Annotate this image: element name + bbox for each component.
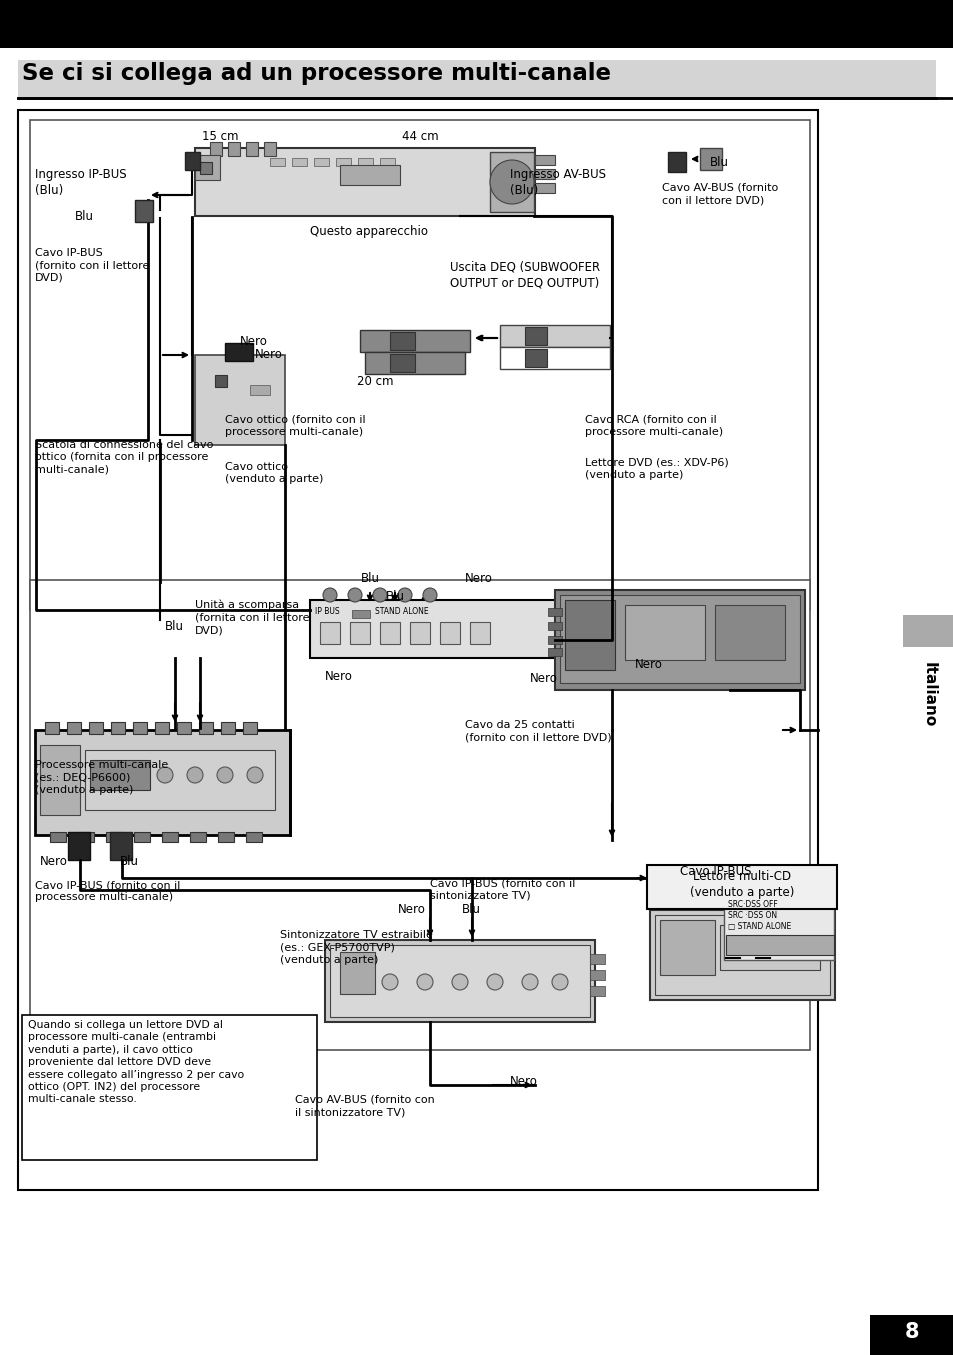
Bar [589, 970, 604, 980]
Bar [314, 159, 329, 167]
Bar [667, 152, 685, 172]
Bar [379, 622, 399, 644]
Text: Ingresso AV-BUS
(Blu): Ingresso AV-BUS (Blu) [510, 168, 605, 196]
Circle shape [94, 785, 106, 795]
Text: Cavo IP-BUS (fornito con il
processore multi-canale): Cavo IP-BUS (fornito con il processore m… [35, 879, 180, 902]
Bar [720, 925, 820, 970]
Circle shape [157, 767, 172, 783]
Bar [902, 615, 953, 646]
Text: Nero: Nero [464, 572, 493, 585]
Bar [357, 159, 373, 167]
Text: Blu: Blu [360, 572, 379, 585]
Text: Lettore multi-CD
(venduto a parte): Lettore multi-CD (venduto a parte) [689, 870, 793, 898]
Circle shape [381, 974, 397, 991]
Circle shape [422, 588, 436, 602]
Text: Blu: Blu [165, 621, 184, 633]
Bar [524, 327, 546, 346]
Circle shape [521, 974, 537, 991]
Bar [18, 60, 935, 98]
Text: Cavo ottico (fornito con il
processore multi-canale): Cavo ottico (fornito con il processore m… [225, 415, 365, 438]
Circle shape [373, 588, 387, 602]
Bar [869, 1314, 953, 1355]
Text: Nero: Nero [325, 669, 353, 683]
Bar [246, 832, 262, 841]
Bar [85, 751, 274, 810]
Bar [67, 722, 81, 734]
Bar [68, 832, 90, 860]
Bar [723, 896, 833, 959]
Text: Nero: Nero [510, 1075, 537, 1088]
Bar [210, 142, 222, 156]
Bar [0, 0, 953, 47]
Text: Cavo da 25 contatti
(fornito con il lettore DVD): Cavo da 25 contatti (fornito con il lett… [464, 720, 611, 743]
Bar [439, 622, 459, 644]
Bar [89, 722, 103, 734]
Text: Unità a scomparsa
(fornita con il lettore
DVD): Unità a scomparsa (fornita con il lettor… [194, 600, 309, 635]
Bar [524, 350, 546, 367]
Circle shape [486, 974, 502, 991]
Circle shape [216, 767, 233, 783]
Bar [177, 722, 191, 734]
Circle shape [144, 785, 156, 795]
Bar [133, 832, 150, 841]
Bar [410, 622, 430, 644]
Text: Cavo IP-BUS
(fornito con il lettore
DVD): Cavo IP-BUS (fornito con il lettore DVD) [35, 248, 150, 283]
Bar [390, 332, 415, 350]
Bar [246, 142, 257, 156]
Bar [135, 201, 152, 222]
Bar [292, 159, 307, 167]
Bar [132, 722, 147, 734]
Bar [270, 159, 285, 167]
Bar [547, 635, 561, 644]
Bar [359, 331, 470, 352]
Bar [499, 325, 609, 347]
Text: Sintonizzatore TV estraibile
(es.: GEX-P5700TVP)
(venduto a parte): Sintonizzatore TV estraibile (es.: GEX-P… [280, 930, 433, 965]
Circle shape [187, 767, 203, 783]
Bar [194, 154, 220, 180]
Text: Italiano: Italiano [921, 663, 936, 728]
Bar [470, 622, 490, 644]
Bar [350, 622, 370, 644]
Text: 15 cm: 15 cm [201, 130, 238, 144]
Circle shape [490, 160, 534, 205]
Bar [214, 375, 227, 388]
Bar [535, 154, 555, 165]
Bar [30, 580, 809, 1050]
Bar [649, 911, 834, 1000]
Text: Lettore DVD (es.: XDV-P6)
(venduto a parte): Lettore DVD (es.: XDV-P6) (venduto a par… [584, 458, 728, 481]
Bar [225, 343, 253, 360]
Bar [40, 745, 80, 814]
Bar [319, 622, 339, 644]
Bar [50, 832, 66, 841]
Bar [325, 940, 595, 1022]
Circle shape [452, 974, 468, 991]
Text: Nero: Nero [254, 348, 283, 360]
Circle shape [219, 785, 231, 795]
Circle shape [193, 785, 206, 795]
Bar [218, 832, 233, 841]
Text: Questo apparecchio: Questo apparecchio [310, 225, 428, 238]
Bar [221, 722, 234, 734]
Bar [547, 608, 561, 617]
Circle shape [247, 767, 263, 783]
Bar [659, 920, 714, 976]
Circle shape [69, 785, 81, 795]
Text: Cavo IP-BUS: Cavo IP-BUS [679, 864, 751, 878]
Bar [490, 152, 534, 211]
Text: Se ci si collega ad un processore multi-canale: Se ci si collega ad un processore multi-… [22, 62, 610, 85]
Text: Uscita DEQ (SUBWOOFER
OUTPUT or DEQ OUTPUT): Uscita DEQ (SUBWOOFER OUTPUT or DEQ OUTP… [450, 260, 599, 289]
Bar [78, 832, 94, 841]
Bar [700, 148, 721, 169]
Bar [18, 110, 817, 1190]
Bar [535, 183, 555, 192]
Bar [655, 915, 829, 995]
Bar [90, 760, 150, 790]
Text: STAND ALONE: STAND ALONE [375, 607, 428, 617]
Bar [564, 600, 615, 669]
Text: Nero: Nero [240, 335, 268, 348]
Bar [330, 944, 589, 1018]
Bar [535, 169, 555, 179]
Bar [547, 622, 561, 630]
Circle shape [416, 974, 433, 991]
Bar [154, 722, 169, 734]
